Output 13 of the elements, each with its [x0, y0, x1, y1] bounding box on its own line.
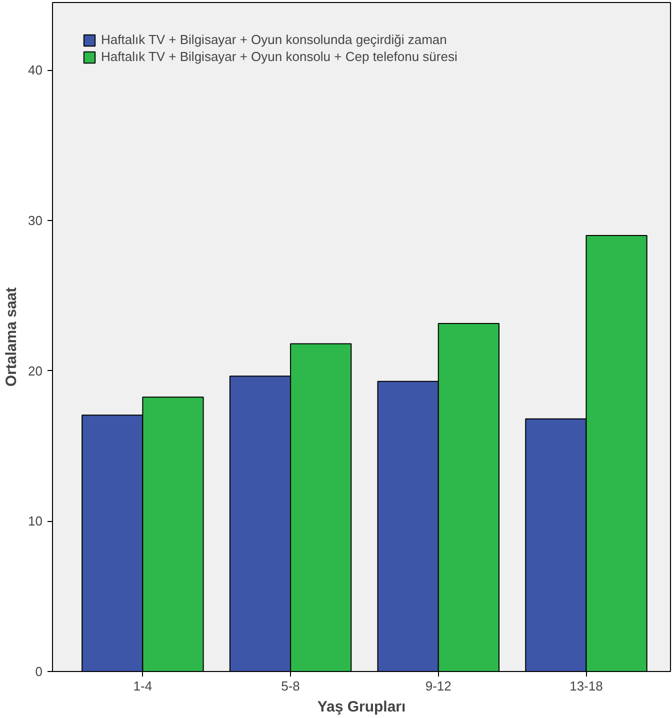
y-tick-label: 10 [28, 514, 43, 529]
x-tick-label: 13-18 [570, 678, 603, 694]
x-axis-title: Yaş Grupları [317, 698, 406, 716]
y-tick-label: 40 [28, 62, 43, 78]
legend-label: Haftalık TV + Bilgisayar + Oyun konsolunda geçirdiği zaman [101, 32, 447, 47]
x-tick-label: 1-4 [133, 678, 152, 694]
legend-label: Haftalık TV + Bilgisayar + Oyun konsolu + Cep telefonu süresi [101, 49, 458, 64]
x-tick-label: 5-8 [281, 678, 300, 694]
y-tick-label: 20 [28, 363, 43, 378]
y-tick-label: 0 [35, 664, 43, 679]
x-tick-label: 9-12 [425, 678, 452, 694]
y-tick-label: 30 [28, 212, 43, 228]
y-axis-title: Ortalama saat [3, 287, 20, 387]
